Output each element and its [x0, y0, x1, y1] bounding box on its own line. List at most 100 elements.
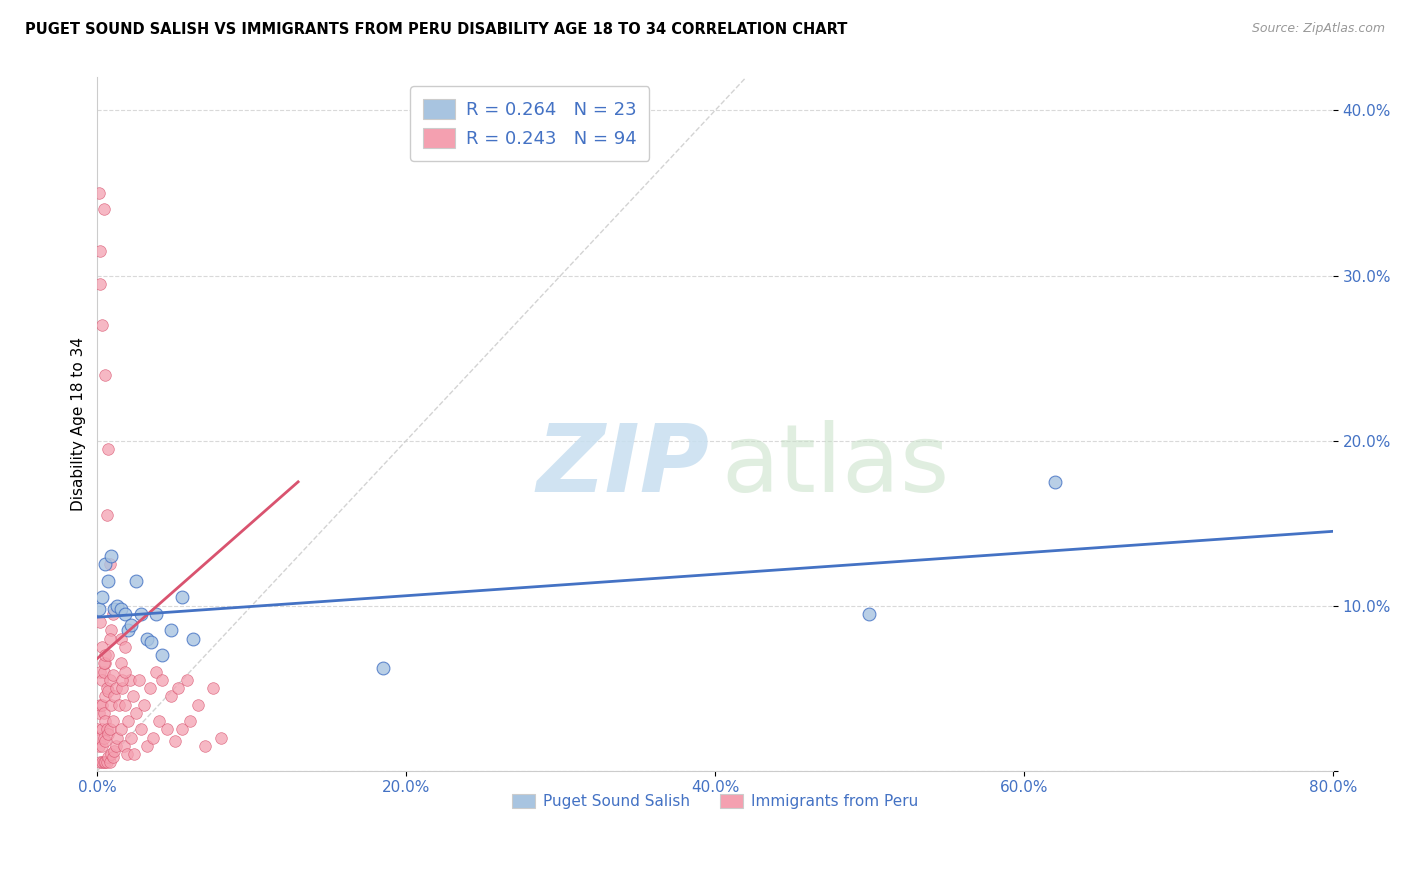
Point: [96, 756, 118, 770]
Point: [125, 706, 148, 720]
Point: [110, 602, 132, 616]
Point: [96, 508, 118, 522]
Point: [166, 681, 188, 695]
Point: [94, 558, 117, 572]
Point: [97, 750, 120, 764]
Point: [98, 673, 121, 687]
Point: [96, 723, 118, 737]
Point: [142, 731, 165, 745]
Point: [111, 681, 134, 695]
Text: PUGET SOUND SALISH VS IMMIGRANTS FROM PERU DISABILITY AGE 18 TO 34 CORRELATION C: PUGET SOUND SALISH VS IMMIGRANTS FROM PE…: [25, 22, 848, 37]
Point: [117, 714, 139, 728]
Point: [94, 368, 117, 382]
Point: [160, 624, 183, 638]
Point: [93, 706, 115, 720]
Point: [187, 698, 209, 712]
Point: [94, 714, 117, 728]
Point: [103, 744, 125, 758]
Point: [91, 318, 114, 332]
Point: [93, 756, 115, 770]
Point: [97, 684, 120, 698]
Point: [98, 632, 121, 646]
Point: [87, 602, 110, 616]
Point: [132, 698, 155, 712]
Point: [139, 681, 162, 695]
Point: [124, 747, 146, 761]
Point: [94, 648, 117, 662]
Text: Source: ZipAtlas.com: Source: ZipAtlas.com: [1251, 22, 1385, 36]
Point: [97, 442, 120, 456]
Point: [160, 690, 183, 704]
Point: [103, 690, 125, 704]
Point: [91, 698, 114, 712]
Point: [94, 690, 117, 704]
Point: [91, 723, 114, 737]
Point: [858, 607, 880, 621]
Point: [101, 750, 124, 764]
Point: [94, 734, 117, 748]
Point: [100, 624, 122, 638]
Point: [91, 673, 114, 687]
Point: [87, 739, 110, 753]
Point: [150, 673, 173, 687]
Point: [104, 681, 127, 695]
Point: [111, 673, 134, 687]
Point: [120, 618, 142, 632]
Point: [122, 690, 145, 704]
Point: [128, 673, 150, 687]
Point: [104, 739, 127, 753]
Point: [101, 668, 124, 682]
Point: [93, 657, 115, 671]
Point: [107, 599, 129, 613]
Legend: Puget Sound Salish, Immigrants from Peru: Puget Sound Salish, Immigrants from Peru: [506, 788, 924, 815]
Point: [91, 756, 114, 770]
Point: [125, 574, 148, 588]
Point: [110, 632, 132, 646]
Point: [87, 186, 110, 200]
Point: [118, 673, 141, 687]
Point: [91, 591, 114, 605]
Point: [86, 723, 108, 737]
Point: [163, 734, 186, 748]
Point: [145, 607, 167, 621]
Point: [176, 673, 198, 687]
Point: [100, 747, 122, 761]
Point: [110, 657, 132, 671]
Point: [129, 723, 152, 737]
Point: [371, 661, 394, 675]
Point: [115, 747, 138, 761]
Point: [93, 731, 115, 745]
Point: [114, 665, 136, 679]
Point: [110, 723, 132, 737]
Point: [117, 624, 139, 638]
Point: [181, 632, 204, 646]
Point: [108, 698, 131, 712]
Point: [114, 607, 136, 621]
Point: [91, 739, 114, 753]
Point: [112, 739, 135, 753]
Point: [156, 723, 179, 737]
Point: [97, 574, 120, 588]
Y-axis label: Disability Age 18 to 34: Disability Age 18 to 34: [72, 337, 86, 511]
Point: [91, 640, 114, 654]
Point: [100, 549, 122, 563]
Point: [89, 244, 111, 258]
Point: [97, 648, 120, 662]
Point: [114, 698, 136, 712]
Point: [101, 714, 124, 728]
Point: [141, 635, 163, 649]
Point: [107, 731, 129, 745]
Point: [94, 657, 117, 671]
Point: [94, 756, 117, 770]
Text: ZIP: ZIP: [536, 419, 709, 512]
Point: [98, 723, 121, 737]
Point: [98, 558, 121, 572]
Point: [135, 632, 157, 646]
Point: [96, 681, 118, 695]
Point: [101, 607, 124, 621]
Point: [202, 681, 225, 695]
Point: [145, 665, 167, 679]
Point: [120, 731, 142, 745]
Text: atlas: atlas: [721, 419, 949, 512]
Point: [148, 714, 170, 728]
